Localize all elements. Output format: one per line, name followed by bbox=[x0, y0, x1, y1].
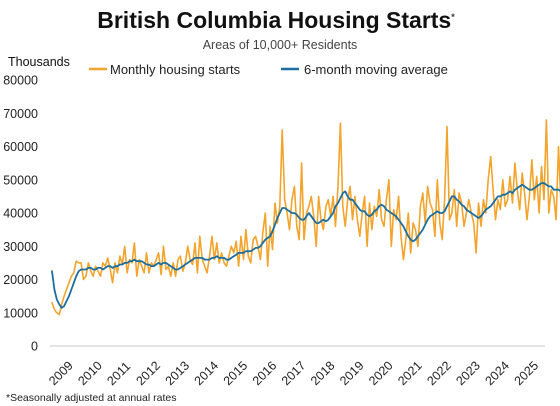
x-tick-label: 2012 bbox=[133, 359, 163, 389]
x-tick-label: 2022 bbox=[424, 359, 454, 389]
y-tick-label: 20000 bbox=[3, 273, 38, 287]
y-tick-label: 70000 bbox=[3, 107, 38, 121]
x-tick-label: 2017 bbox=[279, 359, 309, 389]
legend-label-monthly: Monthly housing starts bbox=[110, 62, 241, 77]
chart-header: British Columbia Housing Starts* Areas o… bbox=[97, 7, 455, 52]
y-axis-unit-label: Thousands bbox=[8, 55, 70, 69]
legend-label-moving-average: 6-month moving average bbox=[304, 62, 448, 77]
x-tick-label: 2021 bbox=[395, 359, 425, 389]
x-tick-label: 2024 bbox=[482, 359, 512, 389]
y-tick-label: 50000 bbox=[3, 173, 38, 187]
x-tick-label: 2018 bbox=[308, 359, 338, 389]
y-tick-label: 10000 bbox=[3, 306, 38, 320]
y-tick-label: 30000 bbox=[3, 240, 38, 254]
x-tick-label: 2011 bbox=[104, 359, 133, 388]
y-axis-ticks: 0 10000 20000 30000 40000 50000 60000 70000 8000… bbox=[3, 74, 38, 354]
x-tick-label: 2014 bbox=[192, 359, 222, 389]
x-tick-label: 2015 bbox=[221, 359, 251, 389]
legend: Monthly housing starts 6-month moving av… bbox=[89, 62, 448, 77]
x-tick-label: 2019 bbox=[337, 359, 367, 389]
series-line-moving-average bbox=[51, 182, 560, 309]
x-tick-label: 2016 bbox=[250, 359, 280, 389]
x-tick-label: 2013 bbox=[163, 359, 193, 389]
y-tick-label: 80000 bbox=[3, 74, 38, 88]
x-axis-ticks: 2009 2010 2011 2012 2013 2014 2015 2016 2017 2018… bbox=[46, 359, 541, 389]
legend-item-monthly: Monthly housing starts bbox=[89, 62, 241, 77]
series-line-monthly-starts bbox=[51, 119, 560, 316]
title-footnote-mark: * bbox=[451, 12, 455, 22]
x-tick-label: 2009 bbox=[46, 359, 76, 389]
y-tick-label: 40000 bbox=[3, 207, 38, 221]
x-tick-label: 2010 bbox=[75, 359, 105, 389]
legend-item-moving-average: 6-month moving average bbox=[281, 62, 448, 77]
series-layer bbox=[51, 119, 560, 316]
x-tick-label: 2020 bbox=[366, 359, 396, 389]
x-tick-label: 2025 bbox=[512, 359, 542, 389]
chart-subtitle: Areas of 10,000+ Residents bbox=[203, 38, 358, 52]
footnote: *Seasonally adjusted at annual rates bbox=[6, 392, 176, 404]
x-tick-label: 2023 bbox=[453, 359, 483, 389]
chart-title: British Columbia Housing Starts* bbox=[97, 7, 455, 33]
y-tick-label: 60000 bbox=[3, 140, 38, 154]
y-tick-label: 0 bbox=[31, 340, 38, 354]
